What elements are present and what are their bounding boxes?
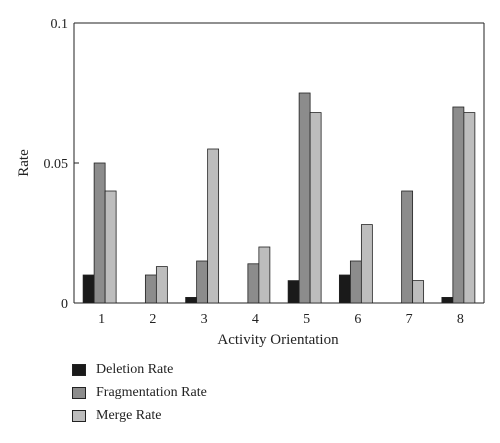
x-axis-label: Activity Orientation — [217, 332, 339, 348]
bar-deletion-rate-8 — [441, 296, 454, 304]
x-tick-label-7: 7 — [406, 312, 413, 327]
x-tick-label-4: 4 — [252, 312, 259, 327]
legend-label: Deletion Rate — [96, 362, 174, 377]
bar-fragmentation-rate-1 — [93, 162, 106, 304]
y-tick-label-1: 0.05 — [44, 157, 69, 172]
x-tick-label-2: 2 — [149, 312, 156, 327]
bar-fragmentation-rate-8 — [452, 106, 465, 304]
y-tick-label-0: 0 — [61, 297, 68, 312]
bar-merge-rate-8 — [463, 112, 476, 304]
bar-merge-rate-6 — [360, 224, 373, 304]
x-tick-label-8: 8 — [457, 312, 464, 327]
bar-merge-rate-5 — [309, 112, 322, 304]
bar-merge-rate-7 — [412, 280, 425, 304]
legend-swatch — [72, 364, 86, 376]
bar-merge-rate-1 — [104, 190, 117, 304]
x-tick-label-3: 3 — [201, 312, 208, 327]
bar-fragmentation-rate-4 — [247, 263, 260, 304]
legend-item: Deletion Rate — [72, 360, 207, 380]
legend-item: Fragmentation Rate — [72, 383, 207, 403]
bar-deletion-rate-1 — [82, 274, 95, 304]
bar-merge-rate-2 — [155, 266, 168, 304]
bar-deletion-rate-6 — [338, 274, 351, 304]
bar-chart: 0 0.05 0.1 1 2 3 4 5 6 7 8 Rate Activity Orientati… — [16, 17, 485, 348]
legend-item: Merge Rate — [72, 406, 207, 426]
legend-swatch — [72, 410, 86, 422]
y-tick-label-2: 0.1 — [51, 17, 69, 32]
x-tick-label-6: 6 — [354, 312, 361, 327]
x-tick-label-5: 5 — [303, 312, 310, 327]
y-axis-label: Rate — [16, 149, 32, 177]
legend-label: Merge Rate — [96, 408, 162, 423]
bar-fragmentation-rate-5 — [298, 92, 311, 304]
plot-area: 0 0.05 0.1 1 2 3 4 5 6 7 8 — [44, 17, 485, 327]
legend-label: Fragmentation Rate — [96, 385, 207, 400]
x-tick-label-1: 1 — [98, 312, 105, 327]
bar-fragmentation-rate-6 — [349, 260, 362, 304]
bar-deletion-rate-3 — [185, 296, 198, 304]
bar-fragmentation-rate-3 — [196, 260, 209, 304]
legend: Deletion Rate Fragmentation Rate Merge Rat… — [72, 360, 207, 429]
bar-merge-rate-4 — [258, 246, 271, 304]
bar-fragmentation-rate-2 — [144, 274, 157, 304]
bar-fragmentation-rate-7 — [401, 190, 414, 304]
bar-merge-rate-3 — [207, 148, 220, 304]
legend-swatch — [72, 387, 86, 399]
bar-deletion-rate-5 — [287, 280, 300, 304]
